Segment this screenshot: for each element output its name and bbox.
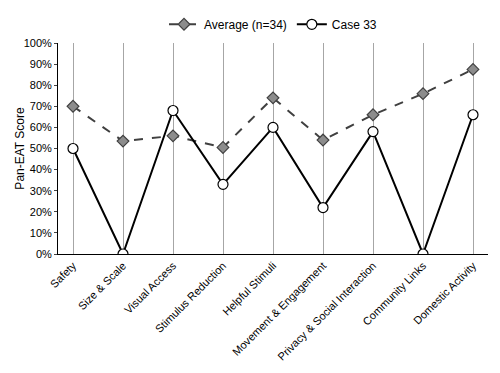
svg-text:Privacy & Social Interaction: Privacy & Social Interaction	[275, 260, 378, 363]
svg-text:Safety: Safety	[48, 259, 79, 290]
svg-text:Visual Access: Visual Access	[122, 259, 179, 316]
svg-text:100%: 100%	[24, 37, 52, 49]
svg-text:40%: 40%	[30, 163, 52, 175]
svg-text:10%: 10%	[30, 227, 52, 239]
svg-text:70%: 70%	[30, 100, 52, 112]
svg-text:Case 33: Case 33	[332, 18, 377, 32]
svg-text:Size & Scale: Size & Scale	[76, 260, 129, 313]
svg-text:Helpful Stimuli: Helpful Stimuli	[220, 260, 278, 318]
svg-text:Domestic Activity: Domestic Activity	[411, 259, 479, 327]
svg-text:Average (n=34): Average (n=34)	[204, 18, 287, 32]
svg-text:20%: 20%	[30, 206, 52, 218]
svg-text:60%: 60%	[30, 121, 52, 133]
svg-text:50%: 50%	[30, 142, 52, 154]
svg-text:90%: 90%	[30, 58, 52, 70]
svg-text:Community Links: Community Links	[360, 259, 428, 327]
svg-text:30%: 30%	[30, 185, 52, 197]
svg-text:80%: 80%	[30, 79, 52, 91]
svg-text:Pan-EAT Score: Pan-EAT Score	[13, 107, 27, 190]
svg-text:Stimulus Reduction: Stimulus Reduction	[153, 260, 229, 336]
svg-text:Movement & Engagement: Movement & Engagement	[230, 260, 328, 358]
svg-text:0%: 0%	[36, 248, 52, 260]
